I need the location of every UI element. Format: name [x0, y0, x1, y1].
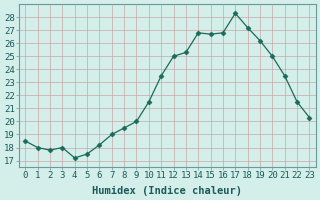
X-axis label: Humidex (Indice chaleur): Humidex (Indice chaleur) — [92, 186, 242, 196]
